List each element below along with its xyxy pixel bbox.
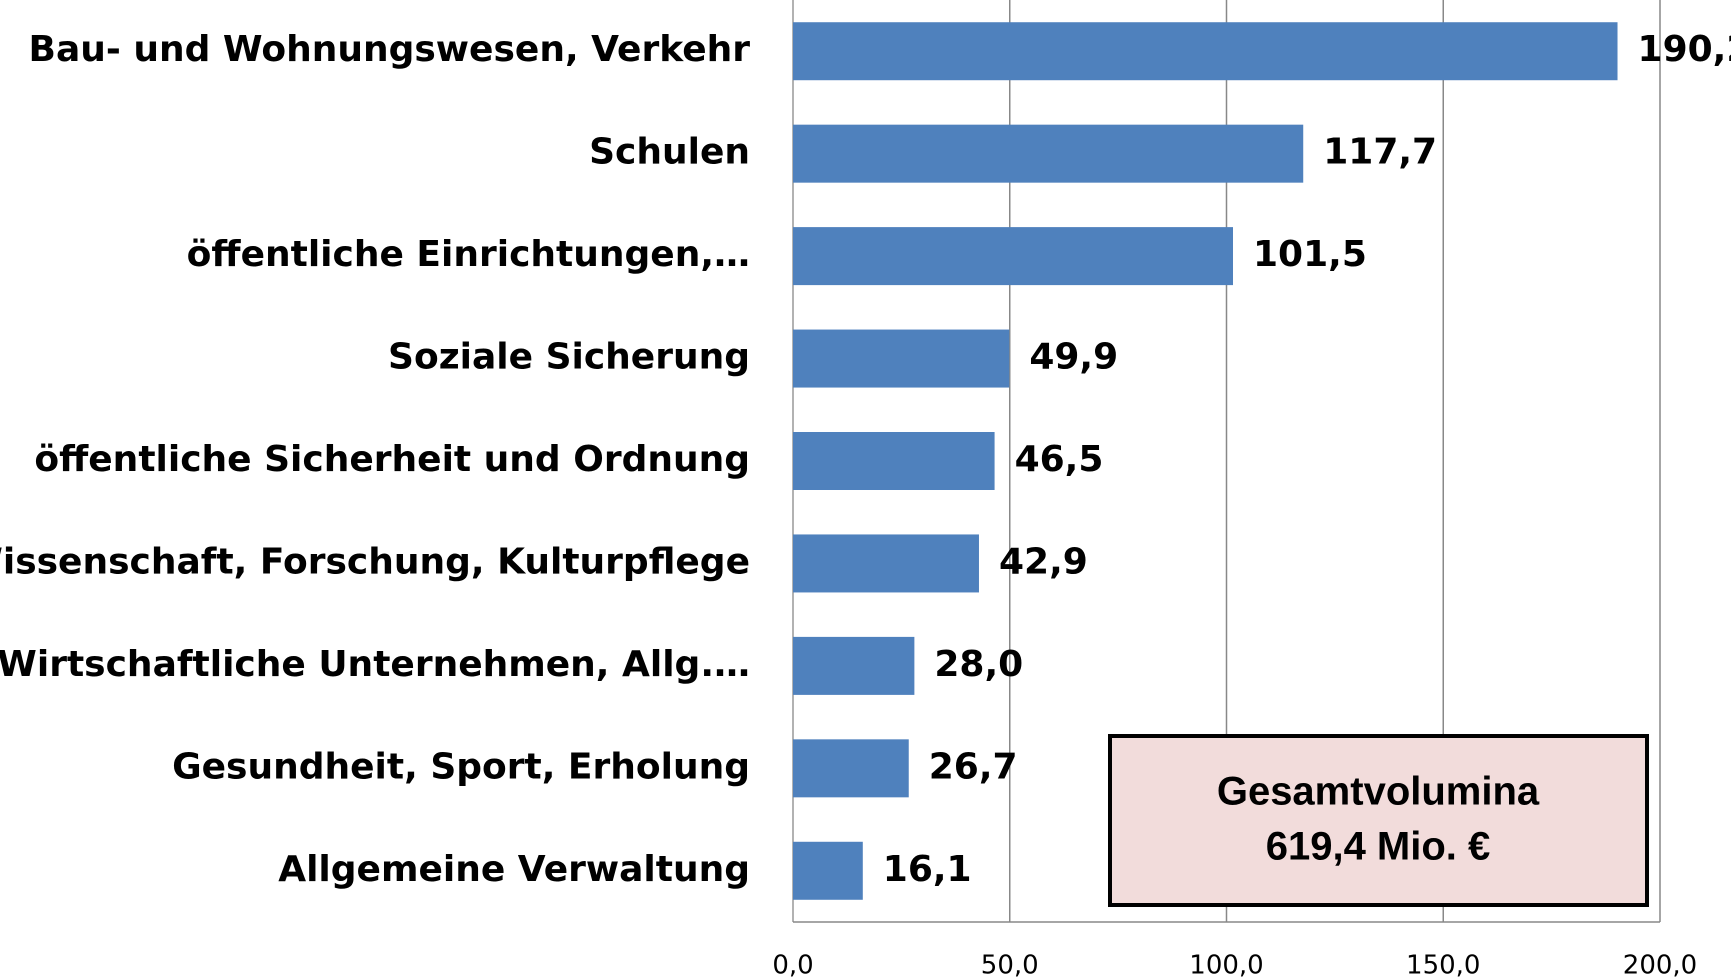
data-label: 46,5: [1015, 439, 1104, 480]
bar: [793, 841, 863, 900]
y-tick-label: öffentliche Einrichtungen,…: [187, 234, 750, 275]
y-tick-label: Gesundheit, Sport, Erholung: [172, 746, 750, 787]
data-label: 28,0: [934, 644, 1023, 685]
x-tick-label: 100,0: [1189, 951, 1263, 980]
data-label: 16,1: [883, 849, 972, 890]
y-tick-label: Wirtschaftliche Unternehmen, Allg.…: [0, 644, 750, 685]
data-label: 42,9: [999, 541, 1088, 582]
annotation-box: [1108, 734, 1649, 907]
data-label: 117,7: [1323, 132, 1437, 173]
bar: [793, 534, 979, 593]
bar: [793, 636, 915, 695]
x-tick-label: 200,0: [1623, 951, 1697, 980]
y-tick-label: Wissenschaft, Forschung, Kulturpflege: [0, 541, 750, 582]
bar: [793, 329, 1010, 388]
bar: [793, 124, 1304, 183]
annotation: 619,4 Mio. €: [1266, 825, 1491, 869]
bar: [793, 227, 1234, 286]
x-tick-label: 0,0: [772, 951, 813, 980]
data-label: 190,2: [1638, 29, 1731, 70]
annotation: Gesamtvolumina: [1217, 770, 1540, 814]
bar: [793, 739, 909, 798]
y-tick-label: Schulen: [589, 132, 750, 173]
y-tick-label: öffentliche Sicherheit und Ordnung: [34, 439, 750, 480]
bar: [793, 22, 1618, 81]
bar: [793, 432, 995, 490]
y-tick-label: Bau- und Wohnungswesen, Verkehr: [29, 29, 751, 70]
data-label: 26,7: [929, 746, 1018, 787]
y-tick-label: Soziale Sicherung: [388, 337, 750, 378]
data-label: 101,5: [1253, 234, 1367, 275]
data-label: 49,9: [1029, 337, 1118, 378]
y-tick-label: Allgemeine Verwaltung: [278, 849, 750, 890]
x-tick-label: 150,0: [1406, 951, 1480, 980]
x-tick-label: 50,0: [981, 951, 1039, 980]
